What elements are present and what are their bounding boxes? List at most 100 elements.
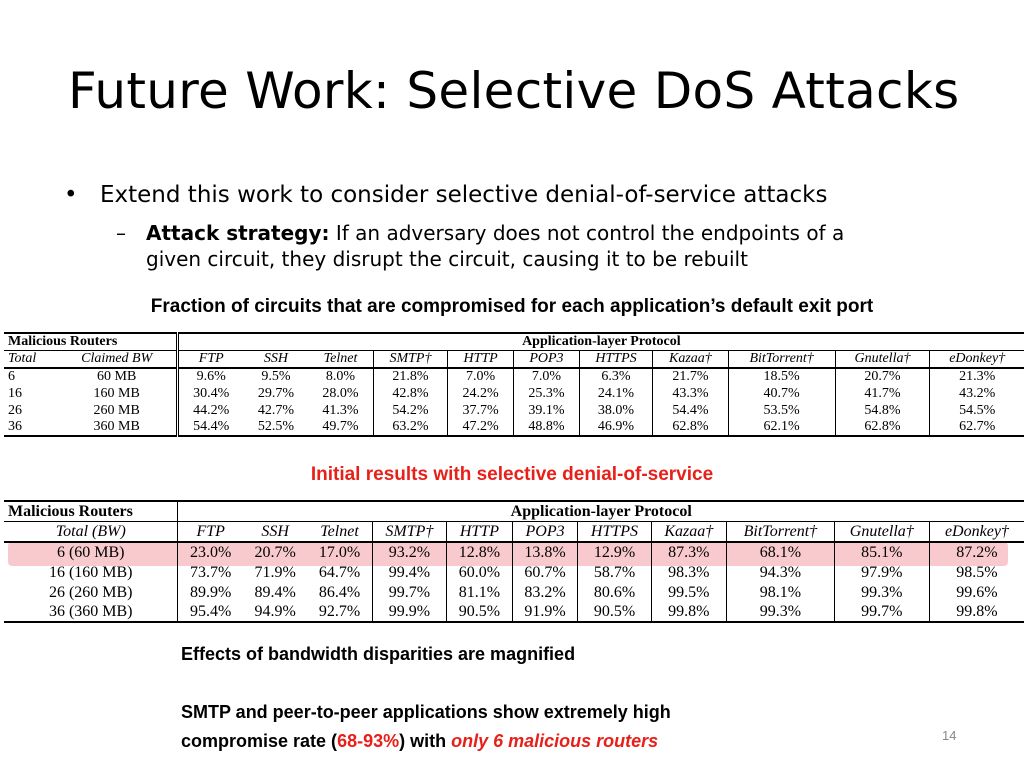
- table2-header-cell: Kazaa†: [650, 521, 727, 543]
- bullet-text: Extend this work to consider selective d…: [100, 182, 828, 208]
- table2-group-header: Malicious Routers Application-layer Prot…: [4, 500, 1024, 522]
- table2-header-cell: SMTP†: [371, 521, 447, 543]
- table1-header-cell: Kazaa†: [652, 350, 729, 369]
- table-cell: 99.5%: [650, 582, 727, 602]
- table-cell: 95.4%: [177, 602, 243, 623]
- table-cell: 91.9%: [511, 602, 578, 623]
- table2-group-left: Malicious Routers: [4, 500, 178, 522]
- note-2-highlight: 68-93%: [337, 731, 400, 751]
- table2-group-right: Application-layer Protocol: [177, 500, 1024, 522]
- table1-header-cell: SMTP†: [372, 350, 448, 369]
- table-cell: 68.1%: [726, 542, 835, 562]
- table-row: 36 360 MB 54.4% 52.5% 49.7% 63.2% 47.2% …: [4, 419, 1024, 437]
- table-cell: 17.0%: [318, 544, 361, 561]
- table-cell: 8.0%: [325, 369, 356, 384]
- table-cell: 13.8%: [511, 542, 578, 562]
- table-cell: 36: [4, 419, 58, 437]
- table-cell: 42.8%: [372, 385, 448, 402]
- table-cell: 6 (60 MB): [56, 544, 125, 561]
- table2-header-cell: SSH: [242, 521, 308, 543]
- table-cell: 26: [8, 402, 22, 418]
- table-cell: 94.9%: [242, 602, 308, 623]
- table-cell: 28.0%: [322, 385, 359, 401]
- table2-header-cell: POP3: [511, 521, 578, 543]
- table-cell: 37.7%: [447, 402, 514, 419]
- note-2-emphasis: only 6 malicious routers: [451, 731, 659, 751]
- table-cell: 85.1%: [833, 542, 930, 562]
- table-cell: 49.7%: [308, 419, 374, 437]
- table-cell: 60.0%: [446, 562, 513, 582]
- table-cell: 24.2%: [447, 385, 514, 402]
- table-cell: 87.2%: [928, 542, 1024, 562]
- table-cell: 92.7%: [307, 602, 373, 623]
- table1-group-left: Malicious Routers: [4, 332, 178, 351]
- sub-bullet-label: Attack strategy:: [146, 221, 330, 245]
- table2-header-cell: FTP: [177, 521, 243, 543]
- note-2-line-2: compromise rate (68-93%) with only 6 mal…: [181, 727, 821, 756]
- table2-header-cell: HTTP: [446, 521, 513, 543]
- table-cell: 60.7%: [511, 562, 578, 582]
- table-cell: 20.7%: [834, 368, 930, 385]
- table-cell: 21.3%: [929, 368, 1024, 385]
- table2-header-cell: eDonkey†: [928, 521, 1024, 543]
- table-cell: 12.9%: [577, 542, 652, 562]
- table-cell: 99.7%: [371, 582, 447, 602]
- table-cell: 40.7%: [727, 385, 836, 402]
- table2-header-cell: Total (BW): [4, 521, 178, 543]
- table-cell: 54.5%: [929, 402, 1024, 419]
- table-cell: 99.4%: [371, 562, 447, 582]
- table-cell: 93.2%: [371, 542, 447, 562]
- table-cell: 9.5%: [261, 369, 291, 384]
- table-cell: 99.3%: [726, 602, 835, 623]
- table-cell: 54.4%: [652, 402, 729, 419]
- table1-column-header: Total Claimed BW FTP SSH Telnet SMTP† HT…: [4, 350, 1024, 369]
- table-cell: 90.5%: [577, 602, 652, 623]
- table1-header-cell: Telnet: [308, 350, 374, 369]
- table1-header-cell: Gnutella†: [834, 350, 930, 369]
- table-cell: 80.6%: [577, 582, 652, 602]
- table-cell: 6: [8, 369, 15, 384]
- table-cell: 99.7%: [833, 602, 930, 623]
- table1-header-cell: SSH: [243, 350, 309, 369]
- table-cell: 26 (260 MB): [48, 583, 133, 601]
- table-cell: 89.9%: [177, 582, 243, 602]
- table-cell: 47.2%: [447, 419, 514, 437]
- table-row: 16 160 MB 30.4% 29.7% 28.0% 42.8% 24.2% …: [4, 385, 1024, 402]
- bullet-dot-icon: •: [64, 182, 78, 208]
- table-cell: 7.0%: [513, 368, 580, 385]
- table-cell: 86.4%: [318, 583, 361, 601]
- table1-header-cell: BitTorrent†: [727, 350, 836, 369]
- table-cell: 98.5%: [928, 562, 1024, 582]
- table-cell: 53.5%: [727, 402, 836, 419]
- table1-group-header: Malicious Routers Application-layer Prot…: [4, 332, 1024, 351]
- table-cell: 16 (160 MB): [48, 563, 133, 581]
- table2-header-cell: Telnet: [307, 521, 373, 543]
- table-cell: 12.8%: [446, 542, 513, 562]
- table-cell: 30.4%: [175, 385, 244, 402]
- table-cell: 98.1%: [726, 582, 835, 602]
- table1-header-cell: FTP: [175, 350, 244, 369]
- page-number: 14: [942, 728, 957, 743]
- table-row: 26 (260 MB) 89.9% 89.4% 86.4% 99.7% 81.1…: [4, 582, 1024, 602]
- table-cell: 81.1%: [446, 582, 513, 602]
- table-cell: 99.8%: [928, 602, 1024, 623]
- table-cell: 20.7%: [254, 544, 296, 561]
- table-cell: 360 MB: [57, 419, 178, 437]
- table2-column-header: Total (BW) FTP SSH Telnet SMTP† HTTP POP…: [4, 521, 1024, 543]
- table-cell: 83.2%: [511, 582, 578, 602]
- table-cell: 36 (360 MB): [4, 602, 178, 623]
- table-row: 16 (160 MB) 73.7% 71.9% 64.7% 99.4% 60.0…: [4, 562, 1024, 582]
- table-cell: 87.3%: [650, 542, 727, 562]
- table-cell: 97.9%: [833, 562, 930, 582]
- note-1: Effects of bandwidth disparities are mag…: [181, 644, 576, 664]
- table-cell: 46.9%: [578, 419, 653, 437]
- table-cell: 42.7%: [257, 402, 295, 418]
- table-cell: 99.3%: [833, 582, 930, 602]
- note-2-line-1: SMTP and peer-to-peer applications show …: [181, 702, 671, 722]
- table-cell: 90.5%: [446, 602, 513, 623]
- sub-bullet-text-2: given circuit, they disrupt the circuit,…: [146, 247, 748, 271]
- table-row: 6 (60 MB) 23.0% 20.7% 17.0% 93.2% 12.8% …: [4, 542, 1024, 562]
- table2-header-cell: BitTorrent†: [726, 521, 835, 543]
- table1-header-cell: Claimed BW: [57, 350, 178, 369]
- table-cell: 62.1%: [727, 419, 836, 437]
